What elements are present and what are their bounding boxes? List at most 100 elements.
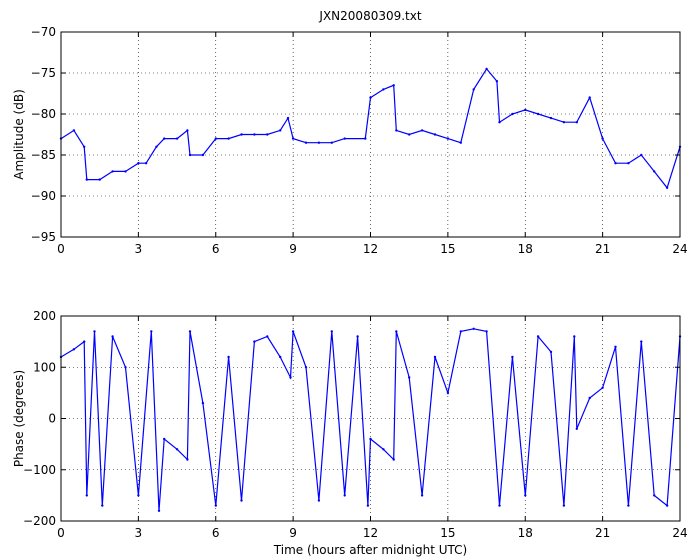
data-point xyxy=(85,494,89,497)
data-point xyxy=(137,494,140,497)
data-point xyxy=(601,386,604,389)
data-point xyxy=(317,499,321,502)
x-tick-label: 9 xyxy=(289,242,297,256)
data-point xyxy=(155,145,158,148)
data-point xyxy=(98,178,101,181)
amplitude-panel: 0 3 6 9 12 15 18 21 24 −95 −90 −85 −80 −75 −70 Amplitud… xyxy=(12,25,688,256)
data-point xyxy=(227,355,230,359)
data-point xyxy=(575,121,578,124)
data-point xyxy=(214,504,217,507)
data-point xyxy=(395,129,398,132)
data-point xyxy=(524,494,527,497)
data-point xyxy=(291,330,295,333)
x-tick-label: 15 xyxy=(440,526,455,540)
data-point xyxy=(382,448,385,451)
data-point xyxy=(392,84,395,87)
data-point xyxy=(524,108,527,112)
phase-panel: 0 3 6 9 12 15 18 21 24 −200 −100 0 100 200 Phase (degr… xyxy=(12,309,688,557)
data-point xyxy=(392,458,395,461)
data-point xyxy=(279,355,282,359)
data-point xyxy=(201,153,205,157)
data-point xyxy=(653,170,656,173)
data-point xyxy=(289,376,292,379)
data-point xyxy=(665,186,669,189)
y-axis-label: Amplitude (dB) xyxy=(12,89,26,180)
y-tick-label: −95 xyxy=(31,230,56,244)
data-point xyxy=(562,504,566,507)
data-point xyxy=(472,88,475,91)
data-point xyxy=(601,137,604,140)
x-tick-label: 24 xyxy=(672,526,687,540)
data-point xyxy=(144,162,148,165)
y-tick-label: −100 xyxy=(23,463,56,477)
data-point xyxy=(186,458,189,461)
x-tick-label: 6 xyxy=(212,242,220,256)
data-point xyxy=(253,133,256,136)
data-point xyxy=(266,133,269,136)
data-point xyxy=(286,116,290,120)
data-point xyxy=(253,340,256,343)
data-point xyxy=(511,112,514,116)
x-tick-label: 0 xyxy=(57,526,65,540)
data-point xyxy=(304,141,308,144)
data-point xyxy=(188,153,192,157)
data-point xyxy=(485,330,488,333)
data-point xyxy=(420,494,424,497)
data-point xyxy=(446,137,450,140)
data-point xyxy=(627,504,630,507)
y-tick-label: −75 xyxy=(31,66,56,80)
x-tick-label: 3 xyxy=(135,526,143,540)
data-point xyxy=(227,137,230,140)
data-point xyxy=(446,391,450,395)
data-point xyxy=(614,162,617,165)
data-point xyxy=(163,437,166,441)
data-point xyxy=(240,499,243,502)
data-point xyxy=(665,504,669,507)
data-point xyxy=(163,137,166,140)
data-point xyxy=(549,116,553,120)
y-tick-label: −90 xyxy=(31,189,56,203)
data-point xyxy=(433,355,437,359)
data-point xyxy=(304,366,308,369)
data-point xyxy=(150,330,153,333)
x-tick-label: 21 xyxy=(595,242,610,256)
plot-area xyxy=(61,32,680,237)
y-tick-label: −200 xyxy=(23,514,56,528)
data-point xyxy=(266,335,269,338)
data-point xyxy=(627,162,630,165)
data-point xyxy=(330,330,333,333)
x-tick-label: 12 xyxy=(363,526,378,540)
data-point xyxy=(240,133,243,136)
x-tick-label: 18 xyxy=(518,242,533,256)
y-tick-label: 100 xyxy=(33,360,56,374)
x-tick-label: 15 xyxy=(440,242,455,256)
chart-title: JXN20080309.txt xyxy=(318,9,421,23)
x-tick-label: 24 xyxy=(672,242,687,256)
data-point xyxy=(175,137,179,140)
data-point xyxy=(83,145,86,148)
data-point xyxy=(369,96,372,99)
data-point xyxy=(485,67,488,71)
data-point xyxy=(93,330,96,333)
data-point xyxy=(101,504,104,507)
data-point xyxy=(317,141,321,144)
data-point xyxy=(83,340,86,343)
data-point xyxy=(85,178,89,181)
data-point xyxy=(575,427,578,430)
data-point xyxy=(366,504,370,507)
data-point xyxy=(459,141,462,144)
data-point xyxy=(186,129,189,132)
data-point xyxy=(433,133,437,136)
data-point xyxy=(382,88,385,91)
x-tick-label: 9 xyxy=(289,526,297,540)
data-point xyxy=(279,129,282,132)
y-tick-label: 200 xyxy=(33,309,56,323)
x-tick-label: 12 xyxy=(363,242,378,256)
data-point xyxy=(408,133,411,136)
data-point xyxy=(137,162,140,165)
data-point xyxy=(111,335,114,338)
data-point xyxy=(175,448,179,451)
y-tick-label: −85 xyxy=(31,148,56,162)
data-point xyxy=(498,121,501,124)
